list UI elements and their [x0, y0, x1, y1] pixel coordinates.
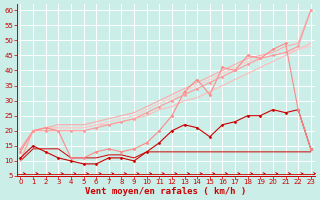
X-axis label: Vent moyen/en rafales ( km/h ): Vent moyen/en rafales ( km/h ): [85, 187, 246, 196]
